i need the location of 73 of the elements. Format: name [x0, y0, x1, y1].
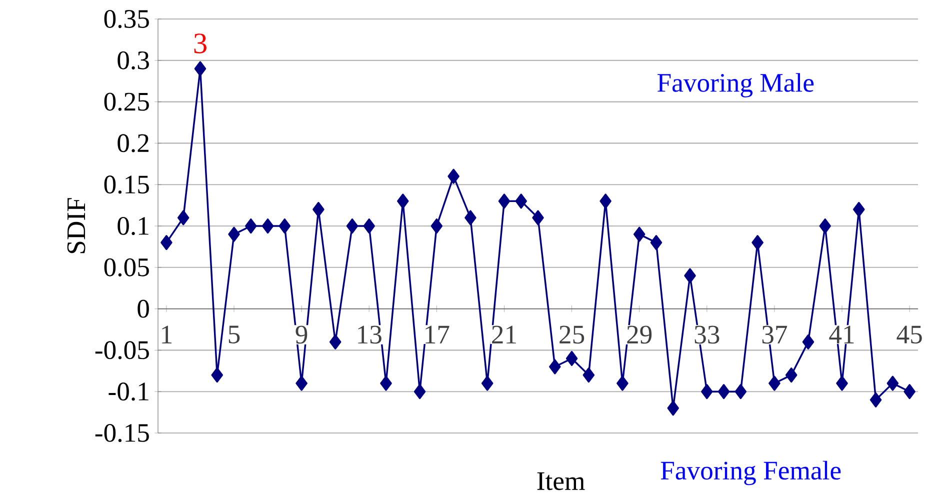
y-tick-label: -0.15	[95, 424, 149, 442]
y-tick-label: 0.25	[104, 92, 149, 111]
annotation: 3	[194, 34, 206, 54]
point	[718, 384, 730, 400]
point	[650, 235, 662, 250]
point	[701, 384, 713, 400]
point	[397, 194, 409, 209]
point	[228, 226, 240, 242]
y-tick-label: 0.15	[104, 176, 149, 194]
x-tick-label: 33	[694, 326, 720, 344]
point	[296, 376, 308, 391]
point	[194, 61, 206, 76]
point	[616, 376, 628, 391]
y-tick-label: 0	[138, 300, 149, 318]
point	[498, 194, 510, 209]
y-axis-title: SDIF	[67, 198, 86, 254]
point	[819, 218, 831, 234]
x-tick-label: 5	[228, 326, 240, 344]
point	[836, 376, 848, 391]
point	[430, 218, 443, 234]
point	[363, 218, 375, 234]
point	[853, 202, 865, 217]
y-tick-label: 0.3	[118, 51, 149, 70]
point	[448, 168, 460, 184]
point	[734, 384, 747, 400]
point	[532, 210, 544, 226]
point	[549, 359, 561, 374]
point	[802, 334, 814, 350]
point	[785, 368, 798, 383]
x-tick-label: 1	[162, 326, 172, 344]
point	[160, 235, 172, 250]
y-tick-label: -0.05	[95, 341, 149, 360]
point	[329, 334, 342, 350]
point	[515, 194, 527, 209]
point	[633, 226, 646, 242]
point	[904, 384, 916, 400]
x-tick-label: 17	[426, 326, 450, 344]
text: Favoring Female	[660, 460, 841, 486]
point	[245, 218, 257, 234]
point	[582, 368, 595, 383]
point	[278, 218, 291, 234]
y-tick-label: 0.1	[118, 216, 148, 236]
x-tick-label: 9	[296, 326, 308, 344]
point	[667, 400, 679, 416]
point	[380, 376, 392, 391]
point	[464, 210, 476, 226]
y-tick-label: -0.1	[108, 382, 148, 401]
annotation: Favoring Male	[658, 73, 814, 98]
y-tick-label: 0.35	[104, 10, 149, 28]
y-tick-label: 0.2	[118, 134, 148, 152]
x-tick-label: 37	[762, 326, 788, 344]
point	[566, 350, 578, 366]
point	[177, 210, 190, 226]
x-tick-label: 29	[627, 326, 652, 344]
point	[752, 235, 764, 250]
point	[870, 392, 882, 408]
y-tick-label: 0.05	[104, 258, 149, 276]
x-tick-label: 25	[560, 326, 584, 344]
point	[346, 218, 358, 234]
point	[312, 202, 324, 217]
point	[481, 376, 494, 391]
x-tick-label: 13	[358, 326, 382, 344]
point	[768, 376, 780, 391]
point	[684, 268, 696, 284]
x-tick-label: 45	[896, 326, 922, 344]
point	[600, 194, 612, 209]
point	[211, 368, 223, 383]
point	[414, 384, 426, 400]
point	[886, 376, 899, 391]
point	[262, 218, 274, 234]
x-tick-label: 21	[492, 326, 516, 344]
x-tick-label: 41	[829, 326, 854, 344]
x-axis-title: Item	[537, 472, 585, 490]
